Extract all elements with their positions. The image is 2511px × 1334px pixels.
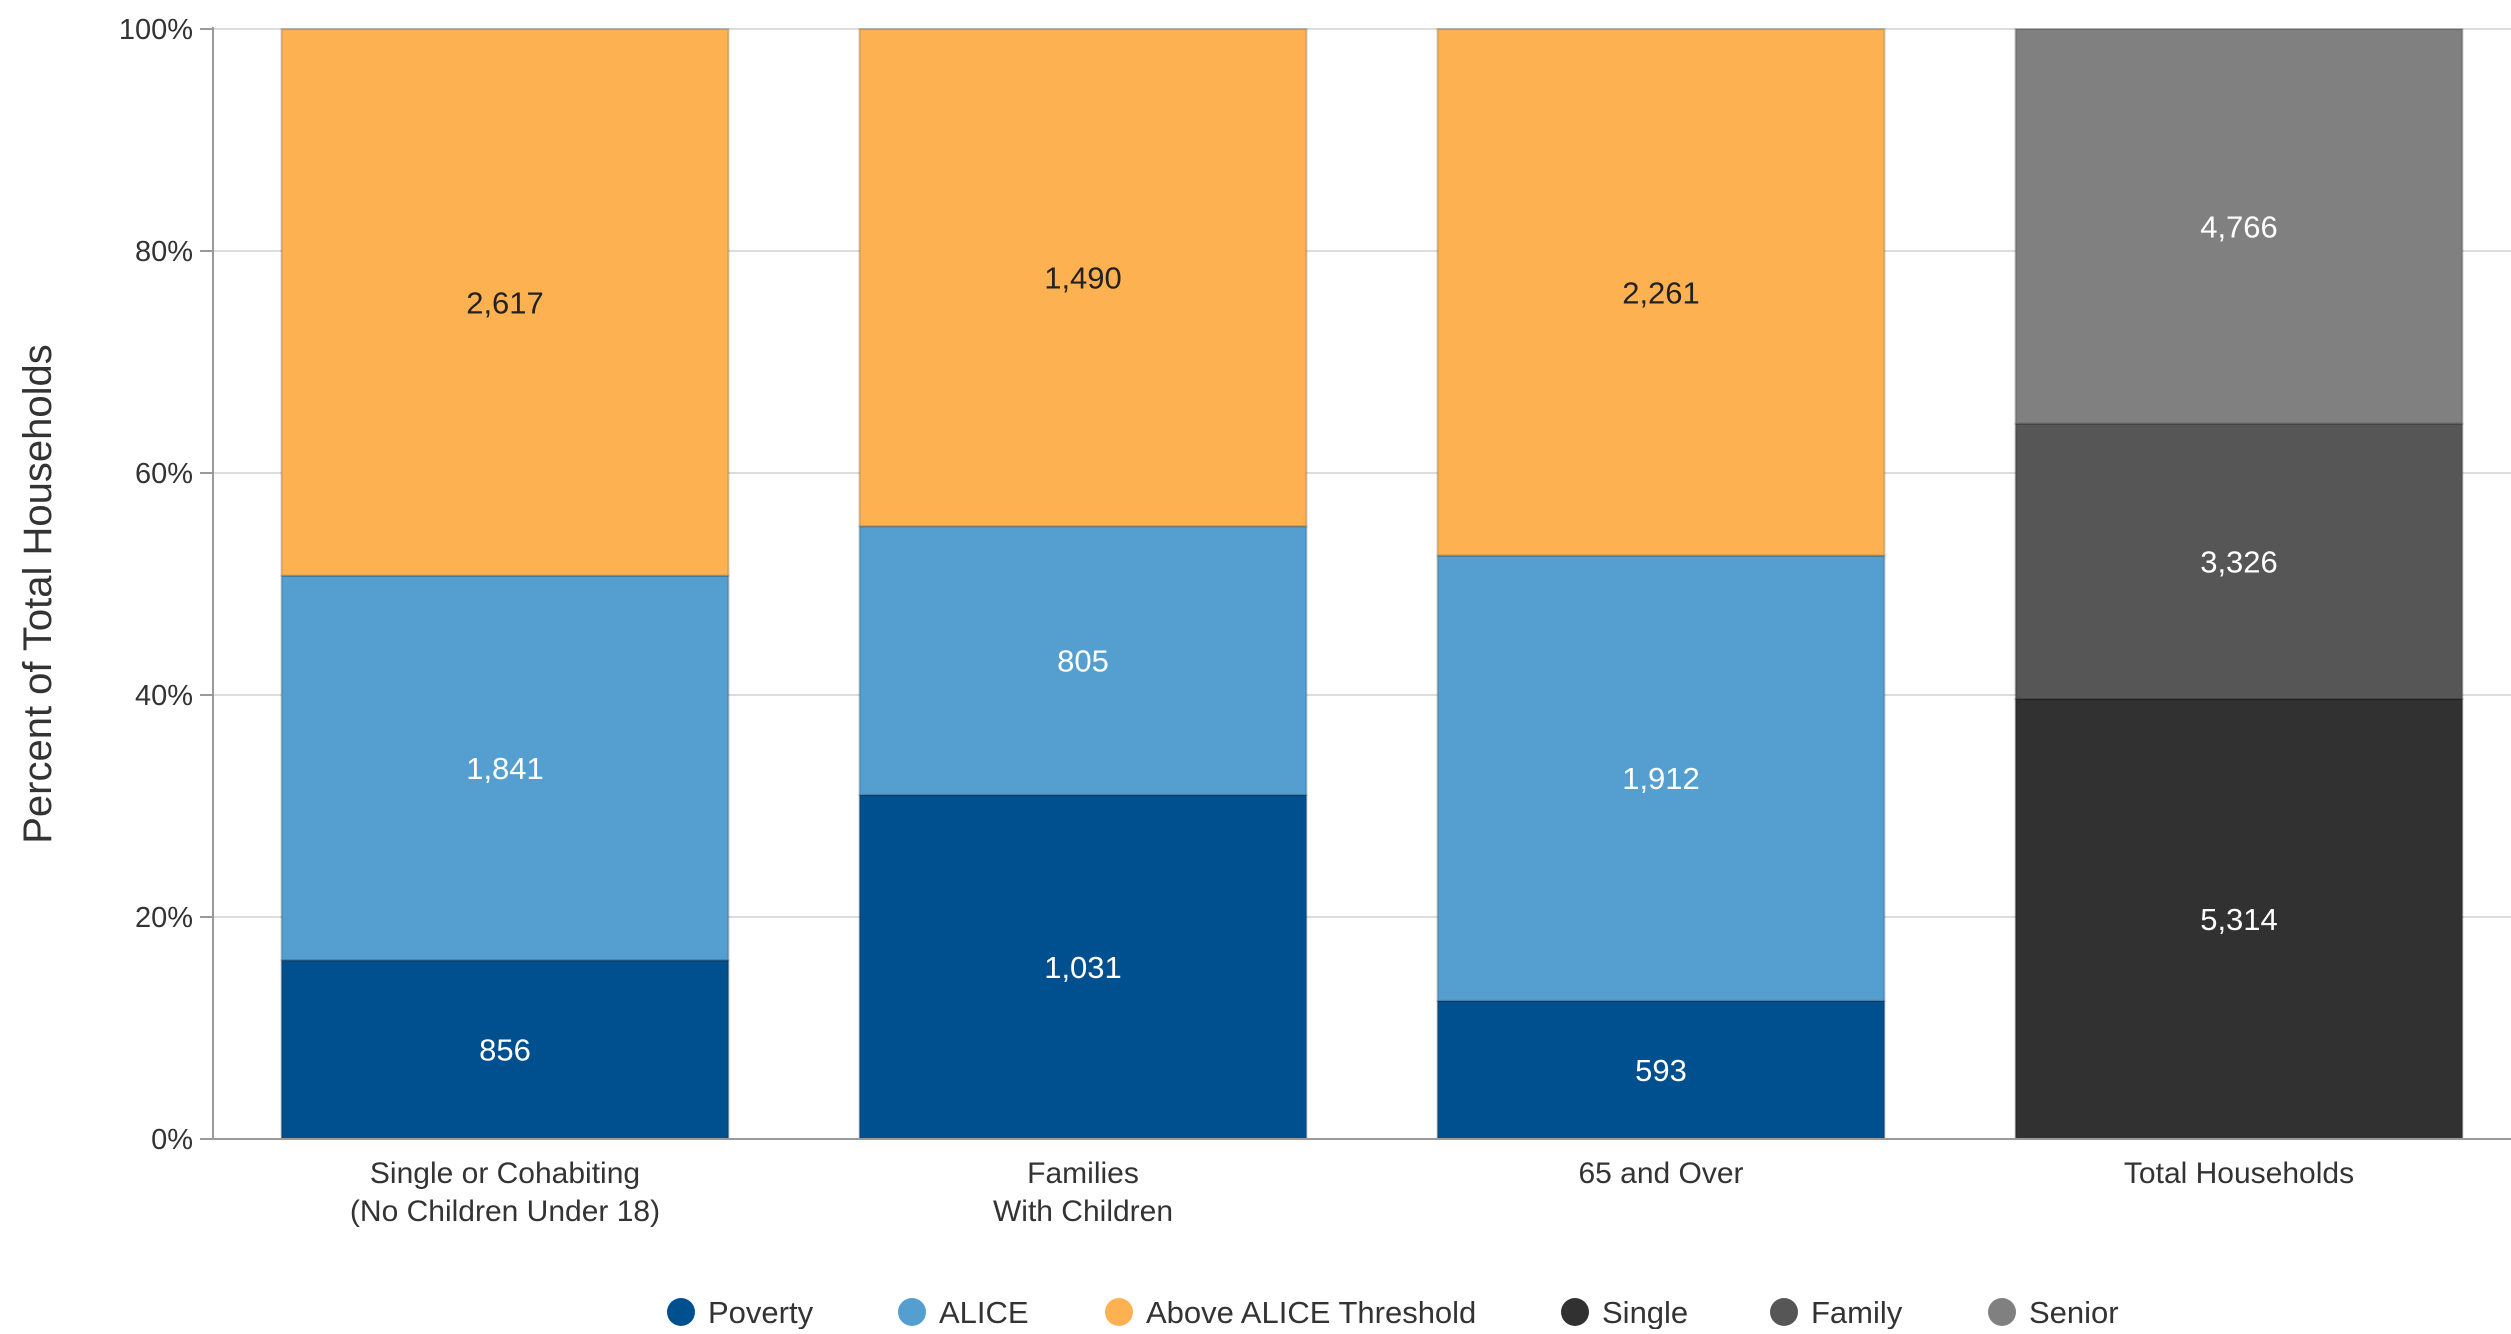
y-tick-label: 20%: [135, 902, 193, 934]
legend-swatch: [1105, 1298, 1133, 1326]
legend: Poverty ALICE Above ALICE Threshold Single F…: [667, 1295, 2119, 1330]
bar-group: 856 1,841 2,617: [280, 28, 730, 1140]
legend-label: ALICE: [939, 1295, 1029, 1329]
legend-swatch: [1988, 1298, 2016, 1326]
bars: 8561,8412,6171,0318051,4905931,9122,2615…: [280, 28, 2464, 1141]
legend-swatch: [667, 1298, 695, 1326]
legend-item: Family: [1770, 1295, 1903, 1330]
bar-segment: [2014, 698, 2464, 1140]
bar-segment: [858, 28, 1308, 528]
legend-item: Senior: [1988, 1295, 2119, 1330]
bar-group: 593 1,912 2,261: [1436, 28, 1886, 1141]
axes: 0% 20% 40% 60% 80% 100% Percent of Total House…: [16, 14, 2511, 1228]
x-tick-label: 65 and Over: [1578, 1157, 1743, 1190]
data-label: 4,766: [2200, 209, 2278, 244]
data-label: 5,314: [2200, 902, 2278, 937]
data-label: 1,912: [1622, 761, 1700, 796]
bar-segment: [1436, 999, 1886, 1141]
legend-label: Family: [1811, 1295, 1903, 1329]
bar-segment: [858, 525, 1308, 796]
bar-segment: [280, 28, 730, 577]
legend-label: Single: [1602, 1295, 1688, 1329]
data-label: 1,031: [1044, 950, 1122, 985]
legend-label: Senior: [2029, 1295, 2119, 1329]
bar-segment: [1436, 28, 1886, 557]
x-tick-label: Families With Children: [993, 1157, 1173, 1228]
y-tick-label: 0%: [151, 1124, 193, 1156]
legend-item: Single: [1561, 1295, 1688, 1330]
data-label: 2,617: [466, 285, 544, 320]
bar-group: 1,031 805 1,490: [858, 28, 1308, 1141]
bar-segment: [1436, 554, 1886, 1002]
y-tick-label: 60%: [135, 458, 193, 490]
legend-item: Poverty: [667, 1295, 814, 1330]
y-tick-label: 80%: [135, 236, 193, 268]
x-tick-label: Single or Cohabiting (No Children Under 1…: [350, 1157, 660, 1228]
legend-swatch: [1561, 1298, 1589, 1326]
legend-label: Above ALICE Threshold: [1146, 1295, 1476, 1329]
x-tick-label: Total Households: [2124, 1157, 2354, 1190]
legend-item: ALICE: [898, 1295, 1029, 1330]
y-tick-label: 40%: [135, 680, 193, 712]
bar-segment: [280, 959, 730, 1140]
data-label: 2,261: [1622, 275, 1700, 310]
y-tick-label: 100%: [119, 14, 193, 46]
data-label: 1,841: [466, 751, 544, 786]
bar-segment: [2014, 28, 2464, 425]
legend-swatch: [898, 1298, 926, 1326]
bar-group: 5,314 3,326 4,766: [2014, 28, 2464, 1140]
legend-swatch: [1770, 1298, 1798, 1326]
bar-segment: [2014, 422, 2464, 701]
data-label: 3,326: [2200, 544, 2278, 579]
data-label: 593: [1635, 1053, 1687, 1088]
data-label: 1,490: [1044, 261, 1122, 296]
data-label: 856: [479, 1033, 531, 1068]
legend-item: Above ALICE Threshold: [1105, 1295, 1476, 1330]
bar-segment: [280, 574, 730, 962]
legend-label: Poverty: [708, 1295, 814, 1329]
data-label: 805: [1057, 644, 1109, 679]
y-axis-label: Percent of Total Households: [16, 344, 60, 844]
